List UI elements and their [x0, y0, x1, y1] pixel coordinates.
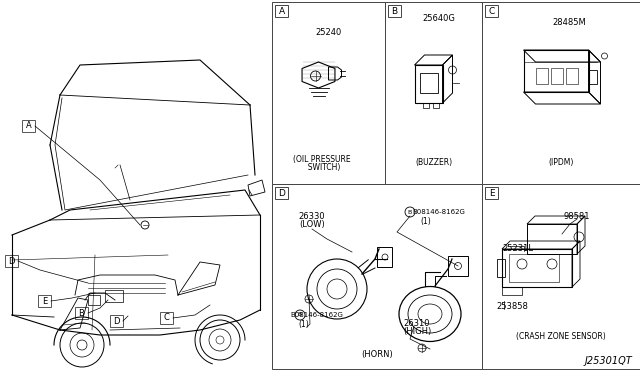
Text: 26310: 26310 [404, 319, 430, 328]
Text: 25231L: 25231L [502, 244, 533, 253]
Bar [75, 307, 88, 319]
Text: 253858: 253858 [496, 302, 528, 311]
Text: (BUZZER): (BUZZER) [415, 158, 452, 167]
Bar [415, 65, 442, 103]
Text: E: E [489, 189, 494, 198]
Bar [524, 50, 589, 92]
Bar [589, 70, 596, 84]
Text: 25240: 25240 [316, 28, 342, 37]
Text: 25640G: 25640G [422, 14, 455, 23]
Text: (OIL PRESSURE: (OIL PRESSURE [292, 155, 350, 164]
Text: (HORN): (HORN) [361, 350, 393, 359]
Text: A: A [278, 6, 285, 16]
Bar [388, 5, 401, 17]
Text: (LOW): (LOW) [299, 220, 325, 229]
Text: C: C [488, 6, 495, 16]
Bar [536, 68, 548, 84]
Text: B08146-8162G: B08146-8162G [290, 312, 343, 318]
Text: A: A [26, 122, 31, 131]
Text: C: C [164, 314, 170, 323]
Bar [502, 287, 522, 295]
Text: (HIGH): (HIGH) [403, 327, 431, 336]
Bar [105, 290, 123, 302]
Bar [509, 254, 559, 282]
Text: 26330: 26330 [299, 212, 325, 221]
Bar [551, 68, 563, 84]
Bar [419, 73, 438, 93]
Bar [160, 312, 173, 324]
Text: (IPDM): (IPDM) [548, 158, 573, 167]
Bar [422, 103, 429, 108]
Bar [385, 2, 482, 184]
Bar [275, 187, 288, 199]
Text: B: B [79, 308, 84, 317]
Bar [88, 295, 100, 305]
Text: J25301QT: J25301QT [584, 356, 632, 366]
Text: E: E [42, 296, 47, 305]
Text: B: B [298, 312, 302, 317]
Bar [22, 120, 35, 132]
Text: (1): (1) [298, 320, 308, 329]
Text: D: D [113, 317, 120, 326]
Bar [110, 315, 123, 327]
Bar [502, 249, 572, 287]
Bar [272, 184, 482, 369]
Bar [38, 295, 51, 307]
Text: 98581: 98581 [564, 212, 590, 221]
Bar [485, 187, 498, 199]
Bar [497, 259, 505, 277]
Text: D: D [8, 257, 15, 266]
Text: (1): (1) [420, 217, 431, 226]
Text: B: B [392, 6, 397, 16]
Bar [433, 103, 438, 108]
Text: B08146-8162G: B08146-8162G [412, 209, 465, 215]
Bar [482, 2, 640, 184]
Bar [5, 255, 18, 267]
Bar [485, 5, 498, 17]
Bar [275, 5, 288, 17]
Text: (CRASH ZONE SENSOR): (CRASH ZONE SENSOR) [516, 332, 606, 341]
Bar [566, 68, 578, 84]
Text: D: D [278, 189, 285, 198]
Text: SWITCH): SWITCH) [303, 163, 340, 172]
Text: B: B [408, 209, 412, 215]
Text: 28485M: 28485M [552, 18, 586, 27]
Bar [272, 2, 385, 184]
Bar [482, 184, 640, 369]
